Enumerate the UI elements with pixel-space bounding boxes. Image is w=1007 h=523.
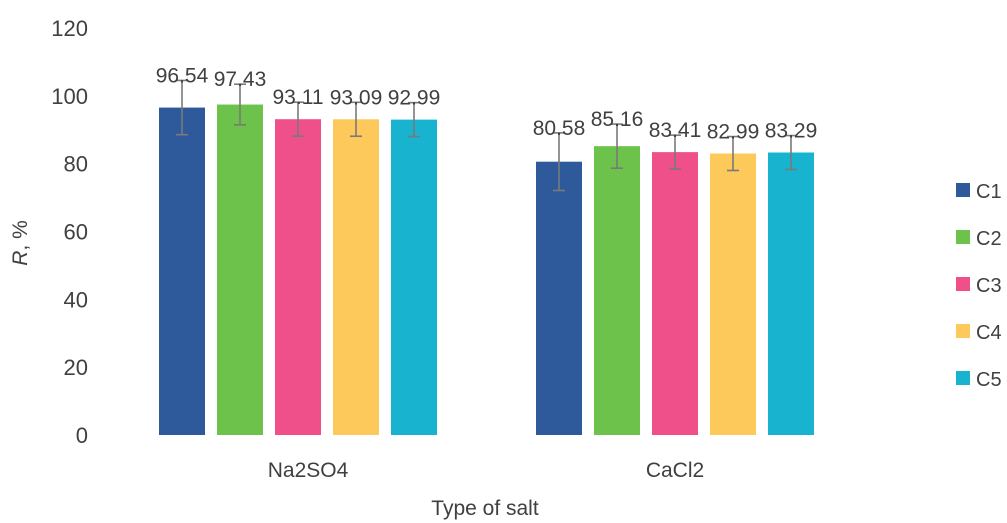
legend-label: C2 bbox=[976, 228, 1002, 250]
legend: C1 C2 C3 C4 C5 bbox=[956, 181, 1002, 391]
data-label: 82.99 bbox=[707, 121, 760, 144]
data-label: 93.11 bbox=[273, 86, 324, 109]
error-bar bbox=[611, 123, 623, 170]
y-tick-label: 60 bbox=[64, 220, 88, 245]
error-bar bbox=[669, 134, 681, 170]
legend-label: C4 bbox=[976, 322, 1002, 344]
legend-swatch bbox=[956, 230, 970, 244]
legend-swatch bbox=[956, 183, 970, 197]
x-axis-title: Type of salt bbox=[431, 497, 539, 520]
bar-c4-na2so4 bbox=[333, 119, 379, 436]
category-labels: Na2SO4 CaCl2 bbox=[268, 459, 704, 482]
legend-item-c2: C2 bbox=[956, 228, 1002, 250]
bar-c1-cacl2 bbox=[536, 161, 582, 435]
bar-c3-na2so4 bbox=[275, 119, 321, 436]
legend-swatch bbox=[956, 324, 970, 338]
bars bbox=[159, 104, 814, 436]
category-label: Na2SO4 bbox=[268, 459, 349, 482]
data-label: 92.99 bbox=[388, 87, 441, 110]
y-tick-label: 80 bbox=[64, 152, 88, 177]
error-bar bbox=[292, 101, 304, 137]
y-tick-label: 120 bbox=[51, 16, 88, 41]
data-label: 97.43 bbox=[214, 68, 267, 91]
legend-label: C3 bbox=[976, 275, 1002, 297]
legend-item-c1: C1 bbox=[956, 181, 1002, 203]
bar-c4-cacl2 bbox=[710, 153, 756, 436]
y-axis-ticks: 0 20 40 60 80 100 120 bbox=[51, 16, 88, 448]
legend-label: C5 bbox=[976, 369, 1002, 391]
data-label: 83.29 bbox=[765, 120, 818, 143]
bar-c1-na2so4 bbox=[159, 107, 205, 436]
legend-label: C1 bbox=[976, 181, 1002, 203]
error-bars bbox=[176, 79, 797, 192]
bar-c2-cacl2 bbox=[594, 146, 640, 436]
error-bar bbox=[553, 132, 565, 192]
error-bar bbox=[176, 79, 188, 136]
legend-item-c5: C5 bbox=[956, 369, 1002, 391]
legend-item-c4: C4 bbox=[956, 322, 1002, 344]
error-bar bbox=[727, 135, 739, 172]
category-label: CaCl2 bbox=[646, 459, 704, 482]
y-tick-label: 0 bbox=[76, 423, 88, 448]
data-label: 93.09 bbox=[330, 86, 383, 109]
bar-c3-cacl2 bbox=[652, 152, 698, 436]
error-bar bbox=[408, 101, 420, 138]
y-tick-label: 20 bbox=[64, 355, 88, 380]
data-label: 96.54 bbox=[156, 64, 209, 87]
data-label: 83.41 bbox=[649, 119, 702, 142]
legend-swatch bbox=[956, 371, 970, 385]
y-axis-title: R, % bbox=[9, 220, 32, 266]
y-tick-label: 40 bbox=[64, 287, 88, 312]
bar-c2-na2so4 bbox=[217, 104, 263, 435]
error-bar bbox=[785, 134, 797, 171]
legend-swatch bbox=[956, 277, 970, 291]
error-bar bbox=[350, 101, 362, 138]
data-labels: 96.54 80.58 97.43 85.16 93.11 83.41 93.09 82.99… bbox=[156, 64, 818, 143]
data-label: 80.58 bbox=[533, 117, 586, 140]
y-tick-label: 100 bbox=[51, 84, 88, 109]
error-bar bbox=[234, 83, 246, 126]
bar-c5-na2so4 bbox=[391, 119, 437, 435]
data-label: 85.16 bbox=[591, 108, 644, 131]
legend-item-c3: C3 bbox=[956, 275, 1002, 297]
bar-c5-cacl2 bbox=[768, 152, 814, 435]
